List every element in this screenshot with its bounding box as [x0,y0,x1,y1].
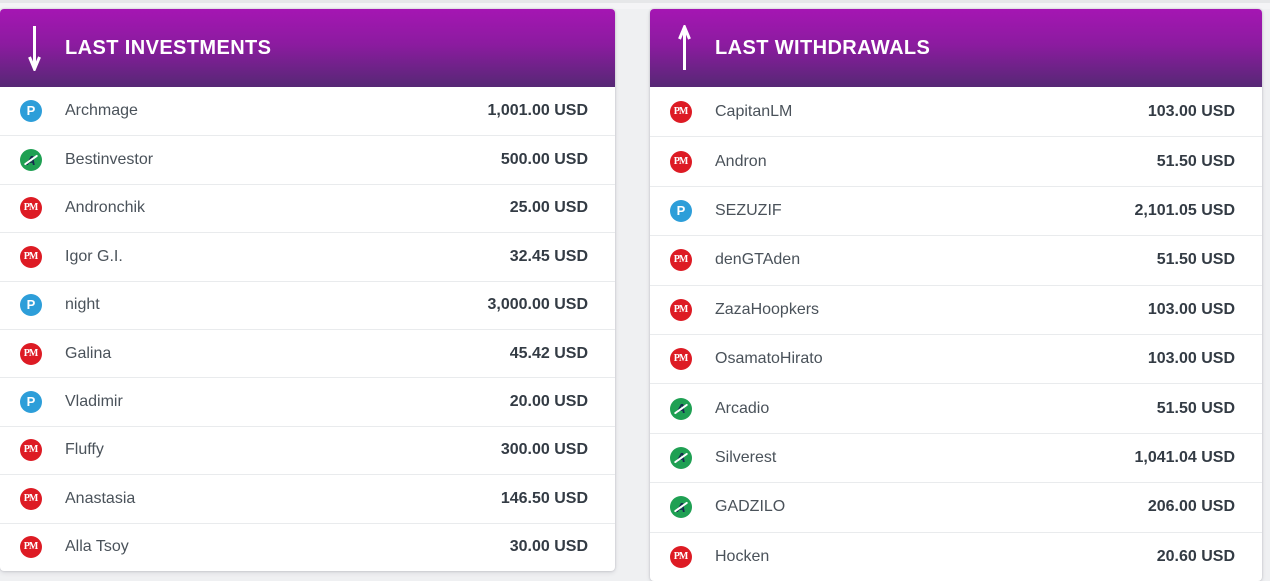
perfect-money-icon: PM [670,249,692,272]
amount: 51.50 USD [1156,251,1235,269]
payeer-icon: P [670,199,692,222]
advcash-icon: A [670,397,692,420]
amount: 25.00 USD [509,199,588,217]
list-item: PM denGTAden 51.50 USD [650,235,1262,284]
list-item: A Silverest 1,041.04 USD [650,432,1262,482]
panel-last-withdrawals: LAST WITHDRAWALS PM CapitanLM 103.00 USD… [650,9,1262,581]
list-item: PM Galina 45.42 USD [0,328,615,377]
user-name: Andronchik [65,199,146,217]
user-name: night [65,296,100,314]
list-item: PM OsamatoHirato 103.00 USD [650,333,1262,383]
perfect-money-icon: PM [20,342,42,365]
perfect-money-icon: PM [670,100,692,123]
user-name: Alla Tsoy [65,538,129,556]
payeer-icon: P [20,391,42,414]
amount: 206.00 USD [1147,498,1235,516]
perfect-money-icon: PM [20,197,42,220]
perfect-money-icon: PM [20,487,42,510]
perfect-money-icon: PM [670,298,692,321]
user-name: Vladimir [65,393,123,411]
investments-list: P Archmage 1,001.00 USD A Bestinvestor 5… [0,87,615,571]
list-item: P Vladimir 20.00 USD [0,377,615,425]
list-item: PM CapitanLM 103.00 USD [650,87,1262,136]
amount: 32.45 USD [509,247,588,265]
last-investments-header: LAST INVESTMENTS [0,9,615,87]
user-name: denGTAden [715,251,801,269]
last-withdrawals-header: LAST WITHDRAWALS [650,9,1262,87]
list-item: P SEZUZIF 2,101.05 USD [650,185,1262,235]
list-item: P Archmage 1,001.00 USD [0,87,615,135]
amount: 2,101.05 USD [1134,201,1235,219]
list-item: PM Andronchik 25.00 USD [0,183,615,232]
list-item: PM Fluffy 300.00 USD [0,425,615,474]
amount: 103.00 USD [1147,300,1235,318]
amount: 3,000.00 USD [487,296,588,314]
payeer-icon: P [20,100,42,123]
amount: 30.00 USD [509,538,588,556]
amount: 103.00 USD [1147,102,1235,120]
list-item: A Arcadio 51.50 USD [650,383,1262,432]
user-name: Arcadio [715,399,770,417]
user-name: Silverest [715,448,777,466]
user-name: CapitanLM [715,102,793,120]
user-name: GADZILO [715,498,786,516]
user-name: Hocken [715,547,770,565]
user-name: Andron [715,152,767,170]
perfect-money-icon: PM [670,348,692,371]
advcash-icon: A [670,496,692,519]
user-name: OsamatoHirato [715,350,823,368]
user-name: Igor G.I. [65,247,123,265]
user-name: Bestinvestor [65,151,154,169]
panel-title: LAST INVESTMENTS [65,36,272,59]
user-name: Anastasia [65,489,136,507]
panel-title: LAST WITHDRAWALS [715,36,931,59]
perfect-money-icon: PM [20,536,42,559]
perfect-money-icon: PM [20,439,42,462]
list-item: P night 3,000.00 USD [0,280,615,329]
list-item: PM Andron 51.50 USD [650,136,1262,185]
amount: 20.60 USD [1156,547,1235,565]
amount: 45.42 USD [509,344,588,362]
perfect-money-icon: PM [670,545,692,568]
perfect-money-icon: PM [20,245,42,268]
perfect-money-icon: PM [670,150,692,173]
amount: 1,041.04 USD [1134,448,1235,466]
amount: 20.00 USD [509,393,588,411]
list-item: A Bestinvestor 500.00 USD [0,135,615,183]
list-item: PM Igor G.I. 32.45 USD [0,232,615,280]
user-name: ZazaHoopkers [715,300,820,318]
advcash-icon: A [20,149,42,172]
user-name: Fluffy [65,441,104,459]
amount: 300.00 USD [500,441,588,459]
list-item: PM Hocken 20.60 USD [650,531,1262,581]
amount: 1,001.00 USD [487,102,588,120]
user-name: SEZUZIF [715,201,782,219]
amount: 51.50 USD [1156,399,1235,417]
user-name: Archmage [65,102,138,120]
amount: 103.00 USD [1147,350,1235,368]
amount: 146.50 USD [500,489,588,507]
advcash-icon: A [670,446,692,469]
panel-last-investments: LAST INVESTMENTS P Archmage 1,001.00 USD… [0,9,615,571]
list-item: A GADZILO 206.00 USD [650,482,1262,531]
list-item: PM Anastasia 146.50 USD [0,474,615,522]
amount: 51.50 USD [1156,152,1235,170]
list-item: PM Alla Tsoy 30.00 USD [0,522,615,571]
dashboard-columns: LAST INVESTMENTS P Archmage 1,001.00 USD… [0,9,1270,581]
arrow-down-icon [28,26,41,71]
page-top-divider [0,0,1270,9]
user-name: Galina [65,344,112,362]
withdrawals-list: PM CapitanLM 103.00 USD PM Andron 51.50 … [650,87,1262,581]
amount: 500.00 USD [500,151,588,169]
arrow-up-icon [678,25,691,70]
list-item: PM ZazaHoopkers 103.00 USD [650,284,1262,334]
payeer-icon: P [20,294,42,317]
